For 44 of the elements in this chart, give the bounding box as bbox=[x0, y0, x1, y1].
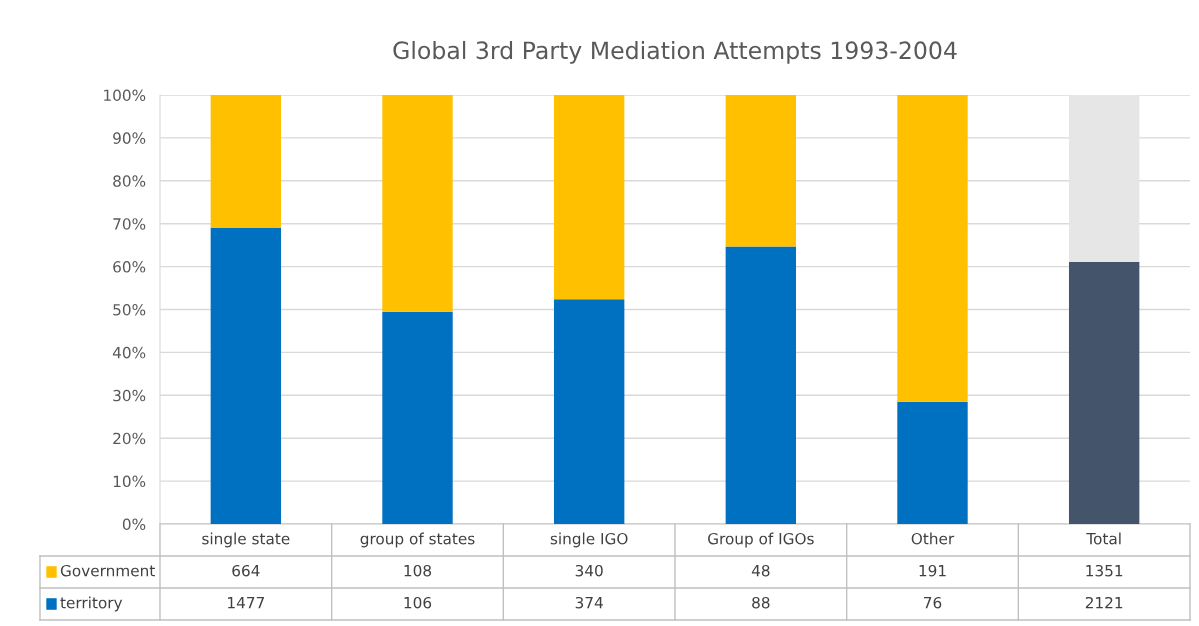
bar bbox=[1068, 261, 1140, 524]
text: 76 bbox=[924, 596, 942, 609]
bar bbox=[210, 95, 282, 228]
bar bbox=[725, 246, 797, 524]
bar bbox=[382, 95, 453, 312]
text: 1477 bbox=[228, 597, 264, 609]
y-tick-label: 50% bbox=[113, 303, 146, 316]
text: 48 bbox=[751, 564, 770, 577]
legend-label: Government bbox=[60, 564, 155, 577]
y-tick-label: 80% bbox=[113, 175, 146, 187]
bar bbox=[897, 95, 968, 402]
text: 106 bbox=[404, 596, 432, 609]
bar bbox=[553, 299, 625, 524]
bar bbox=[553, 95, 625, 300]
y-tick-label: 30% bbox=[113, 389, 146, 402]
bar bbox=[897, 401, 968, 524]
text: 2121 bbox=[1085, 596, 1123, 609]
y-tick-label: 90% bbox=[113, 132, 146, 144]
y-tick-label: 40% bbox=[112, 346, 146, 359]
bar bbox=[210, 227, 282, 524]
y-tick-label: 10% bbox=[113, 475, 146, 488]
text: 664 bbox=[232, 564, 260, 577]
bar bbox=[1068, 95, 1140, 262]
text: 1351 bbox=[1086, 564, 1123, 577]
y-tick-label: 20% bbox=[113, 432, 146, 445]
legend-label: territory bbox=[60, 596, 123, 612]
y-tick-label: 70% bbox=[113, 218, 146, 230]
x-tick-label: single IGO bbox=[550, 532, 628, 548]
x-tick-label: group of states bbox=[360, 532, 475, 548]
text: 191 bbox=[919, 564, 946, 577]
text: 374 bbox=[575, 596, 603, 609]
x-tick-label: single state bbox=[202, 532, 290, 548]
bar bbox=[382, 311, 453, 524]
text: 88 bbox=[752, 596, 770, 609]
text: 108 bbox=[404, 564, 432, 577]
bar bbox=[725, 95, 797, 247]
x-tick-label: Group of IGOs bbox=[708, 532, 814, 548]
x-tick-label: Total bbox=[1086, 532, 1121, 545]
x-tick-label: Other bbox=[911, 532, 955, 545]
text: 340 bbox=[575, 564, 603, 577]
chart-title: Global 3rd Party Mediation Attempts 1993-2004 bbox=[393, 40, 957, 64]
y-tick-label: 0% bbox=[122, 518, 146, 531]
y-tick-label: 60% bbox=[113, 261, 146, 273]
y-tick-label: 100% bbox=[104, 89, 146, 102]
